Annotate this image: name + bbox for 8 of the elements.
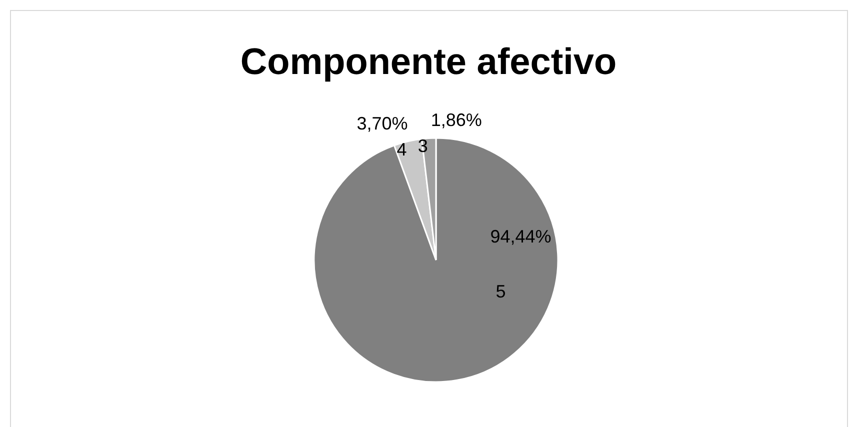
data-label: 1,86% <box>430 110 482 130</box>
slice-label: 5 <box>496 281 506 302</box>
chart-title: Componente afectivo <box>240 41 617 82</box>
pie-slice <box>313 137 559 383</box>
slice-label: 3 <box>418 136 428 156</box>
slice-label: 4 <box>396 139 407 160</box>
data-label: 3,70% <box>356 113 408 134</box>
data-label: 94,44% <box>490 226 552 246</box>
